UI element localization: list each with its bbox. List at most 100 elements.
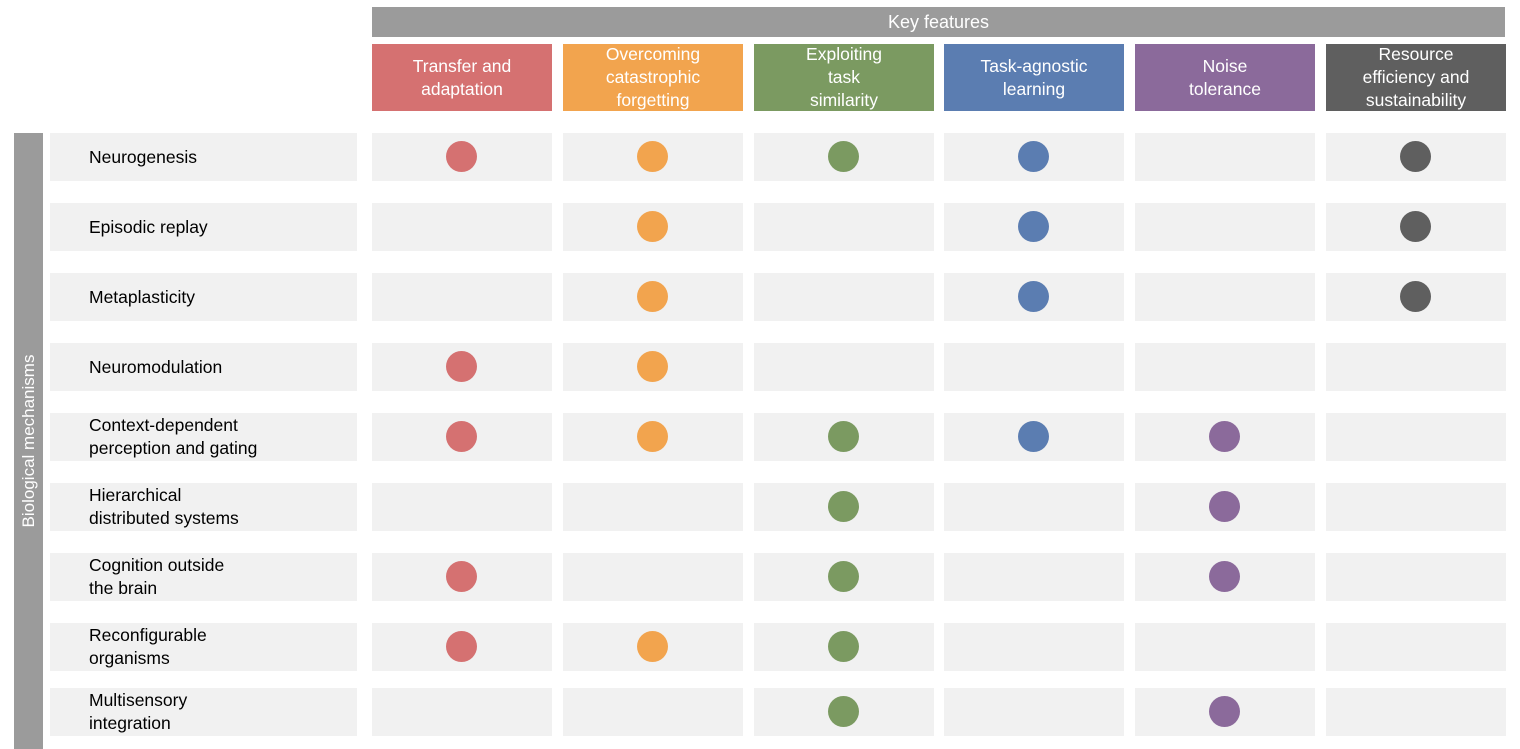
feature-dot — [828, 141, 859, 172]
mechanism-label: Hierarchical distributed systems — [50, 483, 357, 531]
matrix-cell — [563, 273, 743, 321]
matrix-cell — [372, 623, 552, 671]
matrix-cell — [754, 273, 934, 321]
feature-header: Task-agnostic learning — [944, 44, 1124, 111]
feature-dot — [1209, 421, 1240, 452]
feature-header: Overcoming catastrophic forgetting — [563, 44, 743, 111]
feature-dot — [637, 211, 668, 242]
matrix-cell — [563, 133, 743, 181]
matrix-cell — [372, 688, 552, 736]
matrix-cell — [1135, 343, 1315, 391]
matrix-cell — [754, 203, 934, 251]
matrix-cell — [944, 133, 1124, 181]
feature-dot — [1018, 211, 1049, 242]
feature-header: Resource efficiency and sustainability — [1326, 44, 1506, 111]
mechanism-label: Neuromodulation — [50, 343, 357, 391]
matrix-cell — [563, 483, 743, 531]
feature-dot — [828, 696, 859, 727]
matrix-cell — [1326, 273, 1506, 321]
matrix-cell — [1326, 688, 1506, 736]
matrix-cell — [372, 133, 552, 181]
matrix-cell — [563, 623, 743, 671]
matrix-cell — [563, 413, 743, 461]
feature-dot — [637, 141, 668, 172]
matrix-cell — [1135, 688, 1315, 736]
matrix-cell — [372, 343, 552, 391]
mechanism-label: Reconfigurable organisms — [50, 623, 357, 671]
feature-dot — [1209, 561, 1240, 592]
matrix-cell — [944, 413, 1124, 461]
matrix-cell — [754, 623, 934, 671]
matrix-cell — [944, 688, 1124, 736]
matrix-cell — [563, 343, 743, 391]
feature-dot — [446, 631, 477, 662]
feature-header: Noise tolerance — [1135, 44, 1315, 111]
feature-dot — [446, 421, 477, 452]
mechanism-label: Metaplasticity — [50, 273, 357, 321]
matrix-cell — [754, 553, 934, 601]
matrix-cell — [563, 553, 743, 601]
feature-dot — [828, 631, 859, 662]
mechanism-label: Neurogenesis — [50, 133, 357, 181]
matrix-cell — [1135, 273, 1315, 321]
matrix-cell — [1326, 623, 1506, 671]
matrix-cell — [754, 133, 934, 181]
biological-mechanisms-banner: Biological mechanisms — [14, 133, 43, 749]
feature-dot — [1018, 281, 1049, 312]
mechanism-label: Episodic replay — [50, 203, 357, 251]
feature-dot — [1400, 141, 1431, 172]
mechanism-label: Multisensory integration — [50, 688, 357, 736]
matrix-cell — [1135, 133, 1315, 181]
matrix-cell — [1135, 413, 1315, 461]
matrix-cell — [944, 483, 1124, 531]
biological-mechanisms-label: Biological mechanisms — [18, 354, 38, 528]
matrix-cell — [944, 623, 1124, 671]
feature-dot — [828, 491, 859, 522]
feature-dot — [1400, 281, 1431, 312]
matrix-cell — [754, 413, 934, 461]
mechanism-label: Context-dependent perception and gating — [50, 413, 357, 461]
matrix-cell — [372, 203, 552, 251]
matrix-cell — [944, 343, 1124, 391]
feature-dot — [1400, 211, 1431, 242]
key-features-banner: Key features — [372, 7, 1505, 37]
matrix-cell — [563, 688, 743, 736]
matrix-cell — [372, 483, 552, 531]
matrix-cell — [1135, 203, 1315, 251]
feature-header: Exploiting task similarity — [754, 44, 934, 111]
matrix-cell — [1326, 553, 1506, 601]
matrix-cell — [1326, 413, 1506, 461]
feature-dot — [828, 561, 859, 592]
matrix-cell — [372, 553, 552, 601]
matrix-cell — [944, 553, 1124, 601]
matrix-cell — [754, 483, 934, 531]
matrix-cell — [1326, 483, 1506, 531]
feature-header: Transfer and adaptation — [372, 44, 552, 111]
feature-dot — [828, 421, 859, 452]
matrix-cell — [754, 688, 934, 736]
matrix-cell — [372, 413, 552, 461]
matrix-cell — [563, 203, 743, 251]
matrix-cell — [944, 203, 1124, 251]
matrix-cell — [1135, 483, 1315, 531]
feature-dot — [1209, 491, 1240, 522]
feature-dot — [637, 631, 668, 662]
feature-dot — [446, 561, 477, 592]
matrix-cell — [1135, 623, 1315, 671]
feature-dot — [637, 421, 668, 452]
feature-dot — [446, 351, 477, 382]
matrix-cell — [372, 273, 552, 321]
matrix-cell — [754, 343, 934, 391]
feature-dot — [637, 281, 668, 312]
feature-dot — [1018, 421, 1049, 452]
matrix-cell — [1135, 553, 1315, 601]
feature-dot — [637, 351, 668, 382]
matrix-cell — [1326, 343, 1506, 391]
matrix-cell — [944, 273, 1124, 321]
mechanism-label: Cognition outside the brain — [50, 553, 357, 601]
feature-dot — [1209, 696, 1240, 727]
matrix-cell — [1326, 133, 1506, 181]
matrix-cell — [1326, 203, 1506, 251]
feature-dot — [1018, 141, 1049, 172]
feature-dot — [446, 141, 477, 172]
